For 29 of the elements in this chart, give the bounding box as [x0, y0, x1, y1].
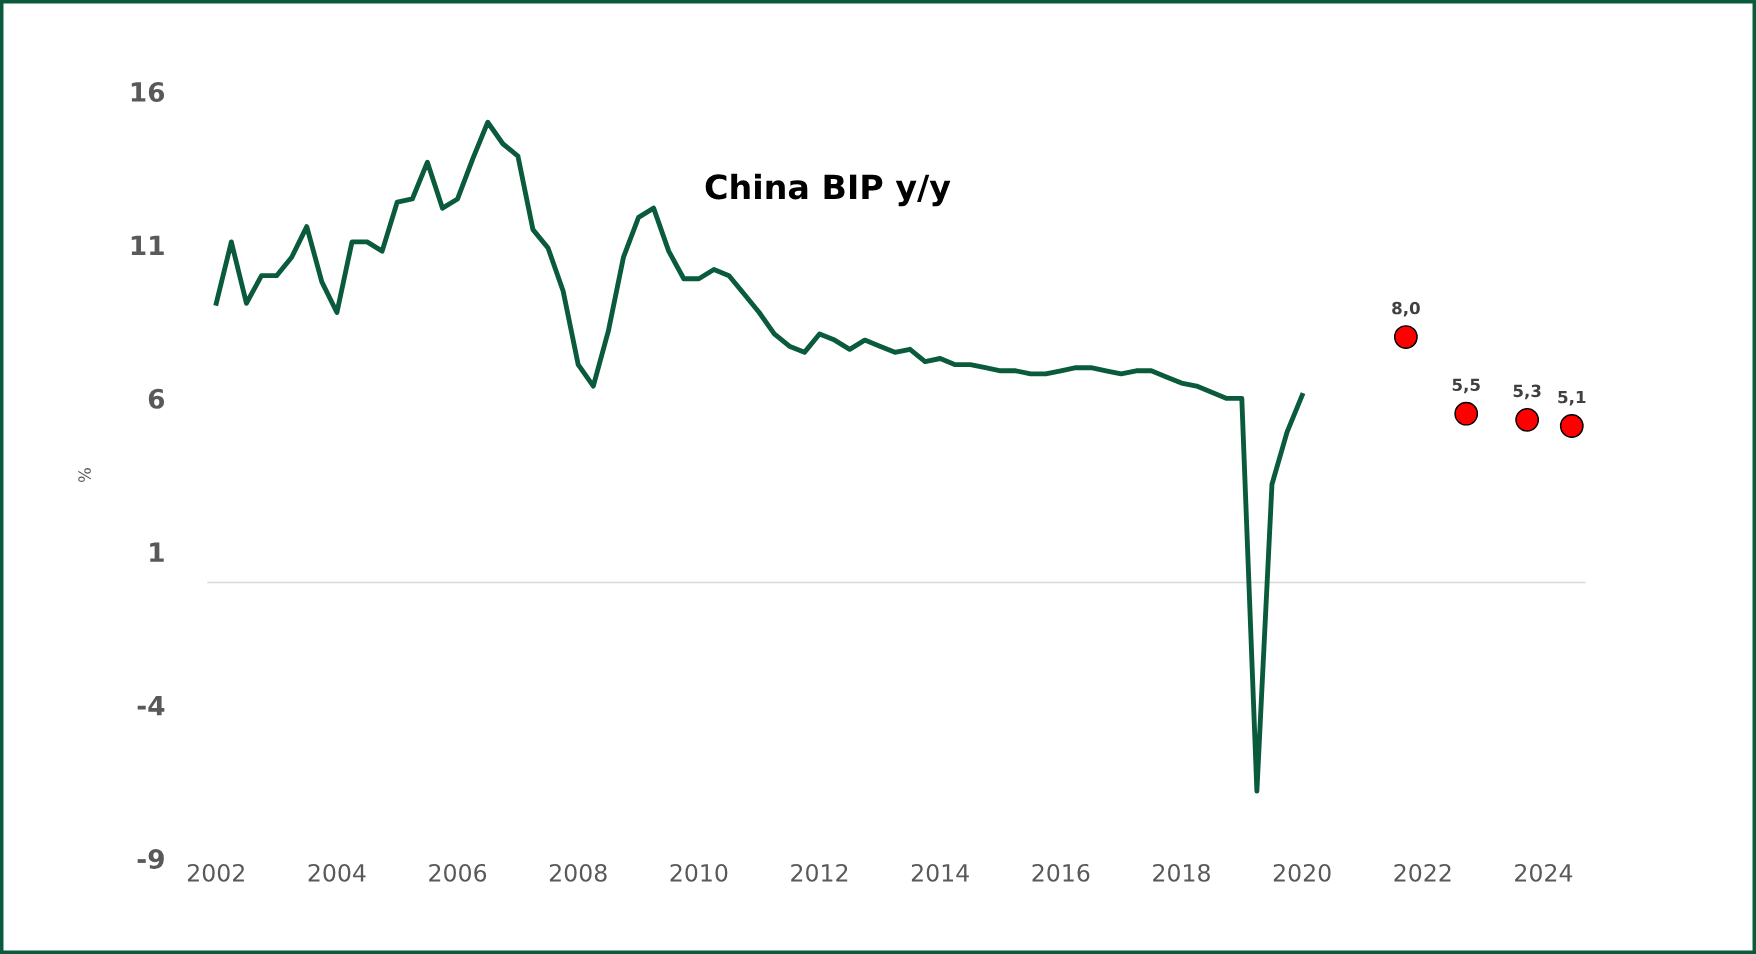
- line-series: [213, 119, 1305, 794]
- text: China BIP y/y: [705, 173, 951, 207]
- x-tick-label: 2022: [1394, 863, 1451, 882]
- data-label: 5,1: [1558, 390, 1586, 406]
- x-tick-label: 2008: [549, 863, 607, 882]
- y-tick-label: 6: [148, 388, 165, 409]
- x-tick-label: 2014: [911, 863, 969, 882]
- point: [1454, 401, 1479, 426]
- x-tick-label: 2006: [429, 863, 487, 882]
- point: [1515, 407, 1540, 432]
- y-tick-label: -4: [137, 695, 165, 716]
- y-tick-label: -9: [137, 849, 164, 869]
- x-tick-label: 2024: [1515, 863, 1573, 882]
- y-tick-label: 16: [131, 82, 165, 102]
- y-axis-title: %: [78, 468, 91, 483]
- y-tick-label: 11: [131, 235, 164, 256]
- point: [1559, 414, 1584, 438]
- x-tick-label: 2004: [308, 863, 366, 882]
- x-tick-label: 2012: [791, 863, 848, 882]
- data-label: 8,0: [1392, 301, 1420, 317]
- x-tick-label: 2016: [1032, 863, 1090, 882]
- x-tick-label: 2018: [1153, 863, 1210, 882]
- x-tick-label: 2002: [187, 863, 244, 882]
- x-tick-label: 2010: [670, 863, 728, 882]
- data-label: 5,3: [1513, 384, 1541, 400]
- data-label: 5,5: [1452, 378, 1480, 394]
- y-tick-label: 1: [150, 542, 164, 562]
- point: [1393, 325, 1418, 349]
- x-tick-label: 2020: [1273, 863, 1331, 882]
